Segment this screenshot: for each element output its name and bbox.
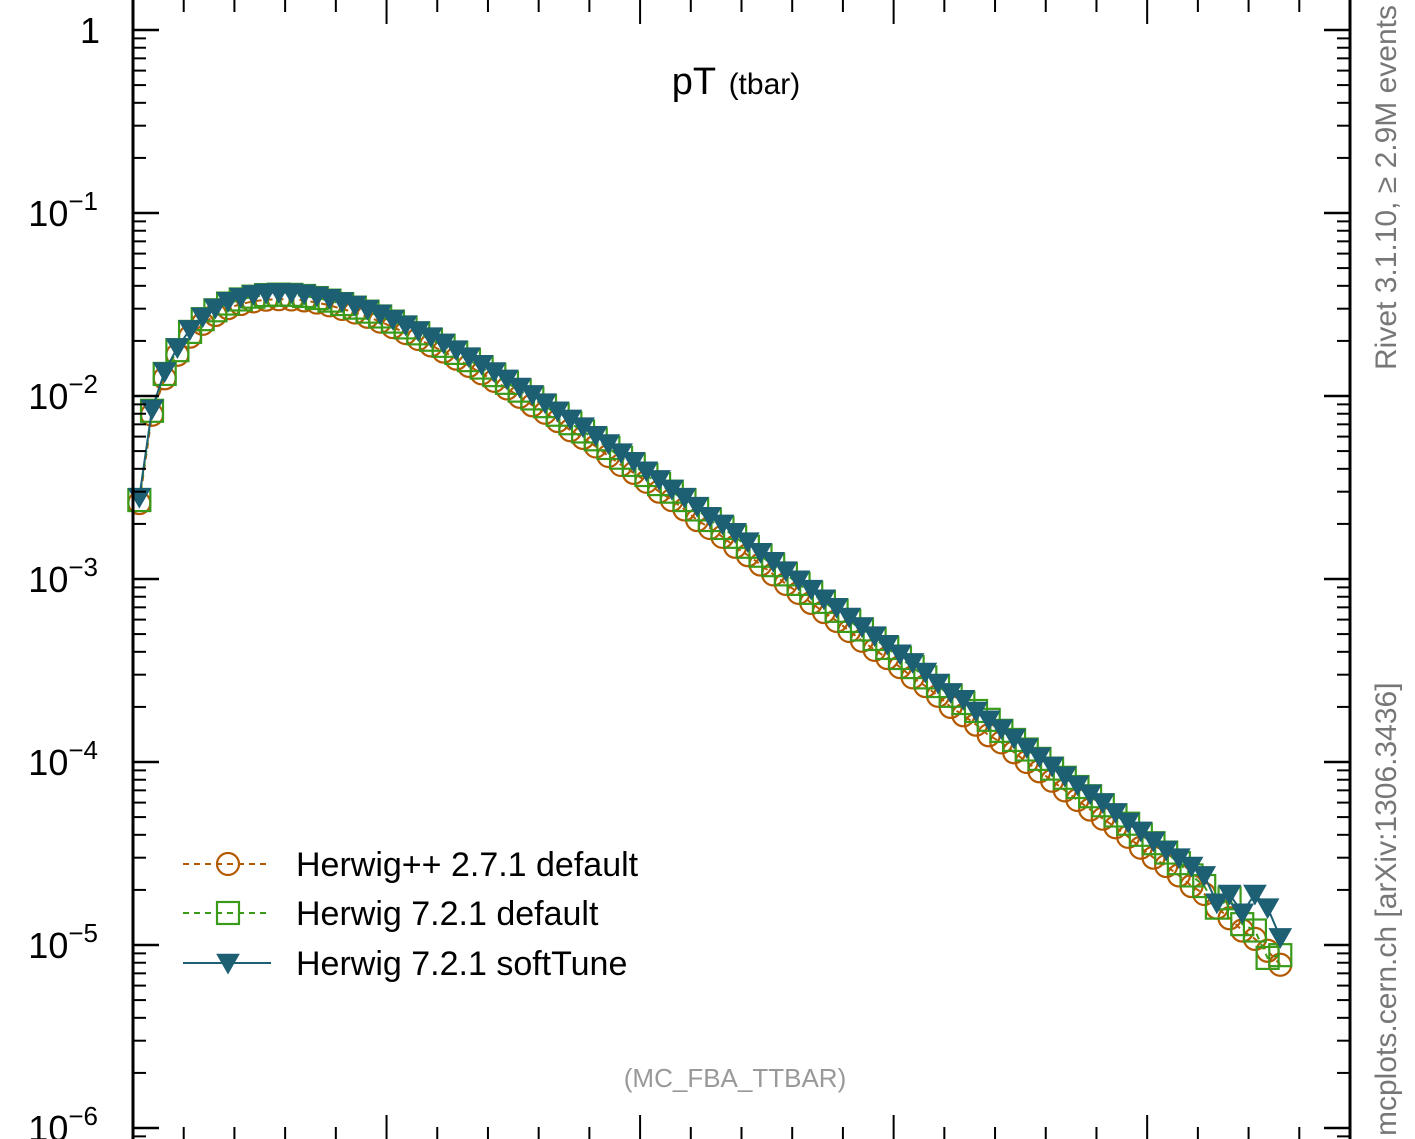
y-tick-label: 10−3	[28, 552, 98, 600]
legend-entry: Herwig 7.2.1 default	[183, 895, 599, 933]
data-point	[1192, 866, 1217, 887]
series-line	[138, 291, 1282, 938]
legend-label: Herwig 7.2.1 softTune	[296, 945, 627, 983]
analysis-label: (MC_FBA_TTBAR)	[624, 1063, 846, 1093]
legend-marker	[216, 953, 240, 975]
legend-marker	[215, 900, 241, 926]
data-point	[203, 298, 228, 320]
y-tick-label-exponent: −3	[68, 552, 98, 582]
data-point	[190, 307, 215, 329]
y-tick-label-base: 1	[80, 10, 100, 51]
data-point	[1205, 893, 1229, 915]
y-tick-label: 10−2	[28, 369, 98, 417]
y-tick-label: 10−4	[28, 735, 98, 783]
y-tick-label: 10−5	[28, 918, 98, 966]
data-point	[1230, 903, 1255, 925]
data-point	[178, 320, 202, 341]
y-tick-label-exponent: −4	[68, 735, 98, 765]
y-tick-label-base: 10	[28, 193, 68, 234]
legend: Herwig++ 2.7.1 default Herwig 7.2.1 defau…	[183, 846, 639, 983]
chart-title-sub: (tbar)	[729, 68, 801, 101]
data-point	[152, 362, 177, 384]
y-tick-labels: 110−110−210−310−410−510−6	[28, 10, 100, 1139]
y-tick-label-base: 10	[28, 925, 68, 966]
legend-label: Herwig 7.2.1 default	[296, 895, 599, 933]
data-point	[1255, 945, 1280, 971]
y-tick-label-exponent: −6	[68, 1101, 98, 1131]
data-point	[1217, 884, 1242, 906]
y-tick-label-base: 10	[28, 1108, 68, 1139]
data-point	[735, 532, 760, 554]
data-point	[1242, 918, 1268, 943]
side-label-bottom: mcplots.cern.ch [arXiv:1306.3436]	[1370, 682, 1403, 1136]
series-line	[138, 298, 1282, 966]
legend-entry: Herwig++ 2.7.1 default	[183, 846, 639, 884]
y-tick-label-base: 10	[28, 742, 68, 783]
series-3	[127, 283, 1293, 949]
y-tick-label: 1	[80, 10, 100, 51]
chart-title: pT (tbar)	[672, 61, 801, 103]
data-point	[165, 338, 190, 359]
legend-marker	[215, 851, 241, 877]
y-tick-label-base: 10	[28, 376, 68, 417]
data-point	[1268, 928, 1293, 949]
y-tick-label-exponent: −2	[68, 369, 98, 399]
side-label-top: Rivet 3.1.10, ≥ 2.9M events	[1370, 5, 1403, 370]
data-point	[685, 496, 709, 518]
y-tick-label-base: 10	[28, 559, 68, 600]
chart-title-main: pT	[672, 61, 716, 103]
y-tick-label-exponent: −1	[68, 186, 98, 216]
data-point	[216, 292, 240, 313]
data-point	[140, 399, 164, 421]
legend-label: Herwig++ 2.7.1 default	[296, 846, 639, 884]
data-point	[951, 690, 976, 711]
data-point	[1255, 898, 1280, 920]
data-point	[1243, 884, 1267, 906]
legend-entry: Herwig 7.2.1 softTune	[183, 945, 627, 983]
ticks-layer	[132, 0, 1351, 1139]
series-layer	[127, 282, 1293, 977]
y-tick-label: 10−6	[28, 1101, 98, 1139]
y-tick-label: 10−1	[28, 186, 98, 234]
data-point	[913, 662, 938, 684]
y-tick-label-exponent: −5	[68, 918, 98, 948]
